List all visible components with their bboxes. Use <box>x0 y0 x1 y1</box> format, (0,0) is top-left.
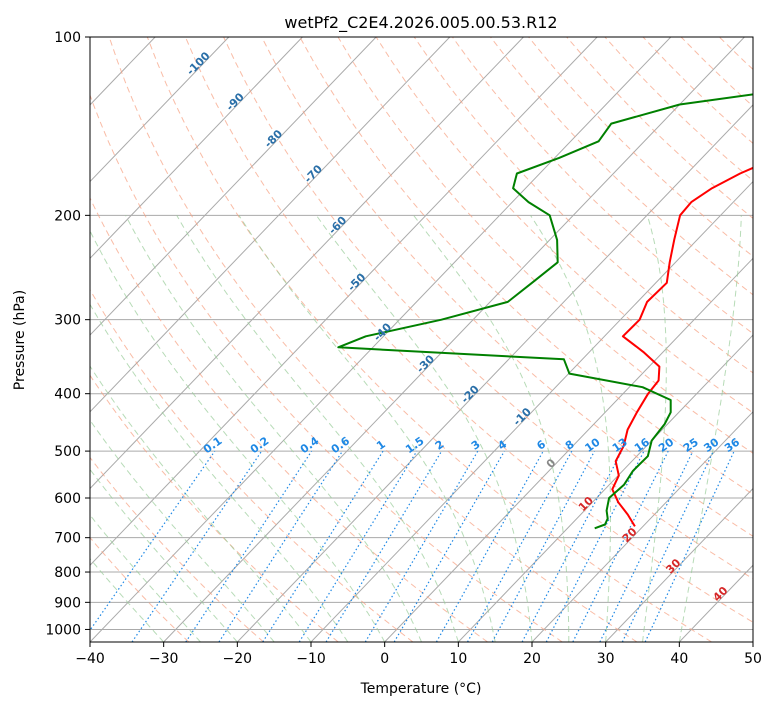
plot-background <box>90 37 753 642</box>
dry-adiabat-line <box>375 37 753 414</box>
isotherm-line <box>457 334 753 642</box>
mixing-ratio-line <box>218 450 343 642</box>
moist-adiabat-line <box>413 215 570 642</box>
dry-adiabat-line <box>223 37 753 580</box>
isotherm-line <box>90 37 598 566</box>
y-tick-label: 600 <box>54 491 81 507</box>
x-axis-title: Temperature (°C) <box>360 681 482 697</box>
y-tick-label: 800 <box>54 565 81 581</box>
x-tick-label: 10 <box>449 651 467 667</box>
moist-adiabat-line <box>90 557 165 642</box>
isotherm-line <box>384 257 753 642</box>
dry-adiabat-line <box>90 456 264 642</box>
moist-adiabat-line <box>530 215 611 642</box>
y-tick-label: 500 <box>54 444 81 460</box>
chart-title: wetPf2_C2E4.2026.005.00.53.R12 <box>284 13 557 33</box>
moist-adiabat-line <box>315 215 533 642</box>
x-tick-label: 50 <box>744 651 762 667</box>
dry-adiabat-line <box>490 37 753 296</box>
dry-adiabat-line <box>413 37 753 374</box>
mixing-ratio-line <box>131 450 263 642</box>
isotherm-line <box>0 37 8 642</box>
mixing-ratio-line <box>435 450 544 642</box>
y-tick-label: 1000 <box>45 622 81 638</box>
y-tick-label: 100 <box>54 30 81 46</box>
y-tick-label: 400 <box>54 387 81 403</box>
dry-adiabat-line <box>757 37 775 642</box>
isotherm-line <box>752 641 753 642</box>
mixing-ratio-line <box>466 450 573 642</box>
profile-line <box>611 166 753 527</box>
x-tick-label: 30 <box>597 651 615 667</box>
mixing-ratio-line <box>599 450 694 642</box>
mixing-ratio-line <box>262 450 384 642</box>
x-tick-label: −40 <box>75 651 105 667</box>
dry-adiabat-line <box>451 37 753 335</box>
y-tick-label: 900 <box>54 595 81 611</box>
isotherm-line <box>90 37 451 413</box>
moist-adiabat-line <box>678 215 742 642</box>
x-tick-label: −20 <box>223 651 253 667</box>
moist-adiabat-line <box>90 514 201 642</box>
profile-lines <box>337 93 753 530</box>
isotherm-line <box>163 37 745 642</box>
x-tick-label: 0 <box>380 651 389 667</box>
x-tick-label: −30 <box>149 651 179 667</box>
dry-adiabat-line <box>184 37 753 623</box>
dry-adiabat-line <box>90 93 563 642</box>
isotherm-line <box>90 37 524 490</box>
plot-frame <box>89 36 754 643</box>
x-tick-label: −10 <box>296 651 326 667</box>
y-tick-label: 300 <box>54 313 81 329</box>
profile-line <box>337 93 753 530</box>
moist-adiabat-line <box>125 215 422 642</box>
isotherm-line <box>236 104 753 642</box>
isotherm-line <box>90 37 230 183</box>
y-tick-label: 200 <box>54 208 81 224</box>
dry-adiabat-line <box>90 196 488 642</box>
mixing-ratio-line <box>491 450 596 642</box>
y-tick-label: 700 <box>54 531 81 547</box>
mixing-ratio-line <box>325 450 443 642</box>
mixing-ratio-line <box>90 450 216 632</box>
dry-adiabat-line <box>261 37 753 537</box>
x-tick-label: 20 <box>523 651 541 667</box>
x-axis-ticks: −40 −30 −20 −10 0 10 20 30 40 50 <box>75 642 762 667</box>
dry-adiabat-line <box>299 37 753 495</box>
isotherm-line <box>90 37 303 260</box>
moist-adiabat-line <box>642 215 667 642</box>
moist-adiabat-line <box>90 365 312 642</box>
y-axis-title: Pressure (hPa) <box>12 290 28 390</box>
moist-adiabat-line <box>90 303 349 642</box>
isotherm-line <box>90 37 377 336</box>
x-tick-label: 40 <box>670 651 688 667</box>
mixing-ratio-line <box>364 450 479 642</box>
mixing-ratio-line <box>393 450 505 642</box>
background-lines <box>0 37 775 642</box>
isotherm-line <box>605 487 753 642</box>
y-axis-ticks: 100 200 300 400 500 600 700 800 900 1000 <box>45 30 90 638</box>
dry-adiabat-line <box>90 288 414 642</box>
isotherm-line <box>531 411 753 642</box>
mixing-ratio-line <box>621 450 714 642</box>
mixing-ratio-line <box>298 450 418 642</box>
dry-adiabat-line <box>108 37 638 642</box>
moist-adiabat-line <box>238 215 496 642</box>
mixing-ratio-line <box>644 450 735 642</box>
moist-adiabat-line <box>90 229 386 642</box>
